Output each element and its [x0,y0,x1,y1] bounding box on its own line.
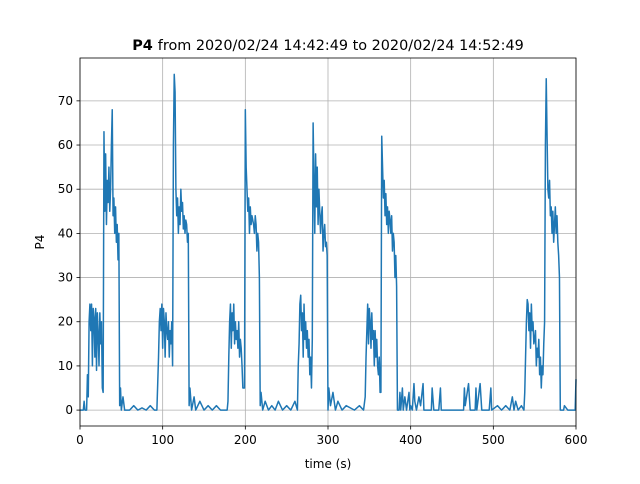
x-tick-label: 200 [234,433,257,447]
x-tick-label: 400 [399,433,422,447]
data-line [80,73,577,411]
y-tick-label: 10 [58,359,73,373]
y-tick-label: 40 [58,226,73,240]
y-tick-label: 0 [65,403,73,417]
x-axis-label: time (s) [305,457,352,471]
y-tick-label: 20 [58,315,73,329]
plot-group [80,73,577,411]
title-text: from 2020/02/24 14:42:49 to 2020/02/24 1… [158,38,524,54]
x-tick-label: 500 [482,433,505,447]
chart-title: P4 from 2020/02/24 14:42:49 to 2020/02/24… [132,38,524,54]
y-tick-label: 50 [58,182,73,196]
x-tick-label: 0 [76,433,84,447]
title-var: P4 [132,38,153,54]
y-tick-label: 30 [58,271,73,285]
y-tick-label: 60 [58,138,73,152]
x-tick-label: 100 [151,433,174,447]
x-tick-label: 600 [565,433,588,447]
grid-group [79,58,577,426]
x-tick-label: 300 [317,433,340,447]
y-tick-label: 70 [58,94,73,108]
y-axis-label: P4 [33,235,47,250]
